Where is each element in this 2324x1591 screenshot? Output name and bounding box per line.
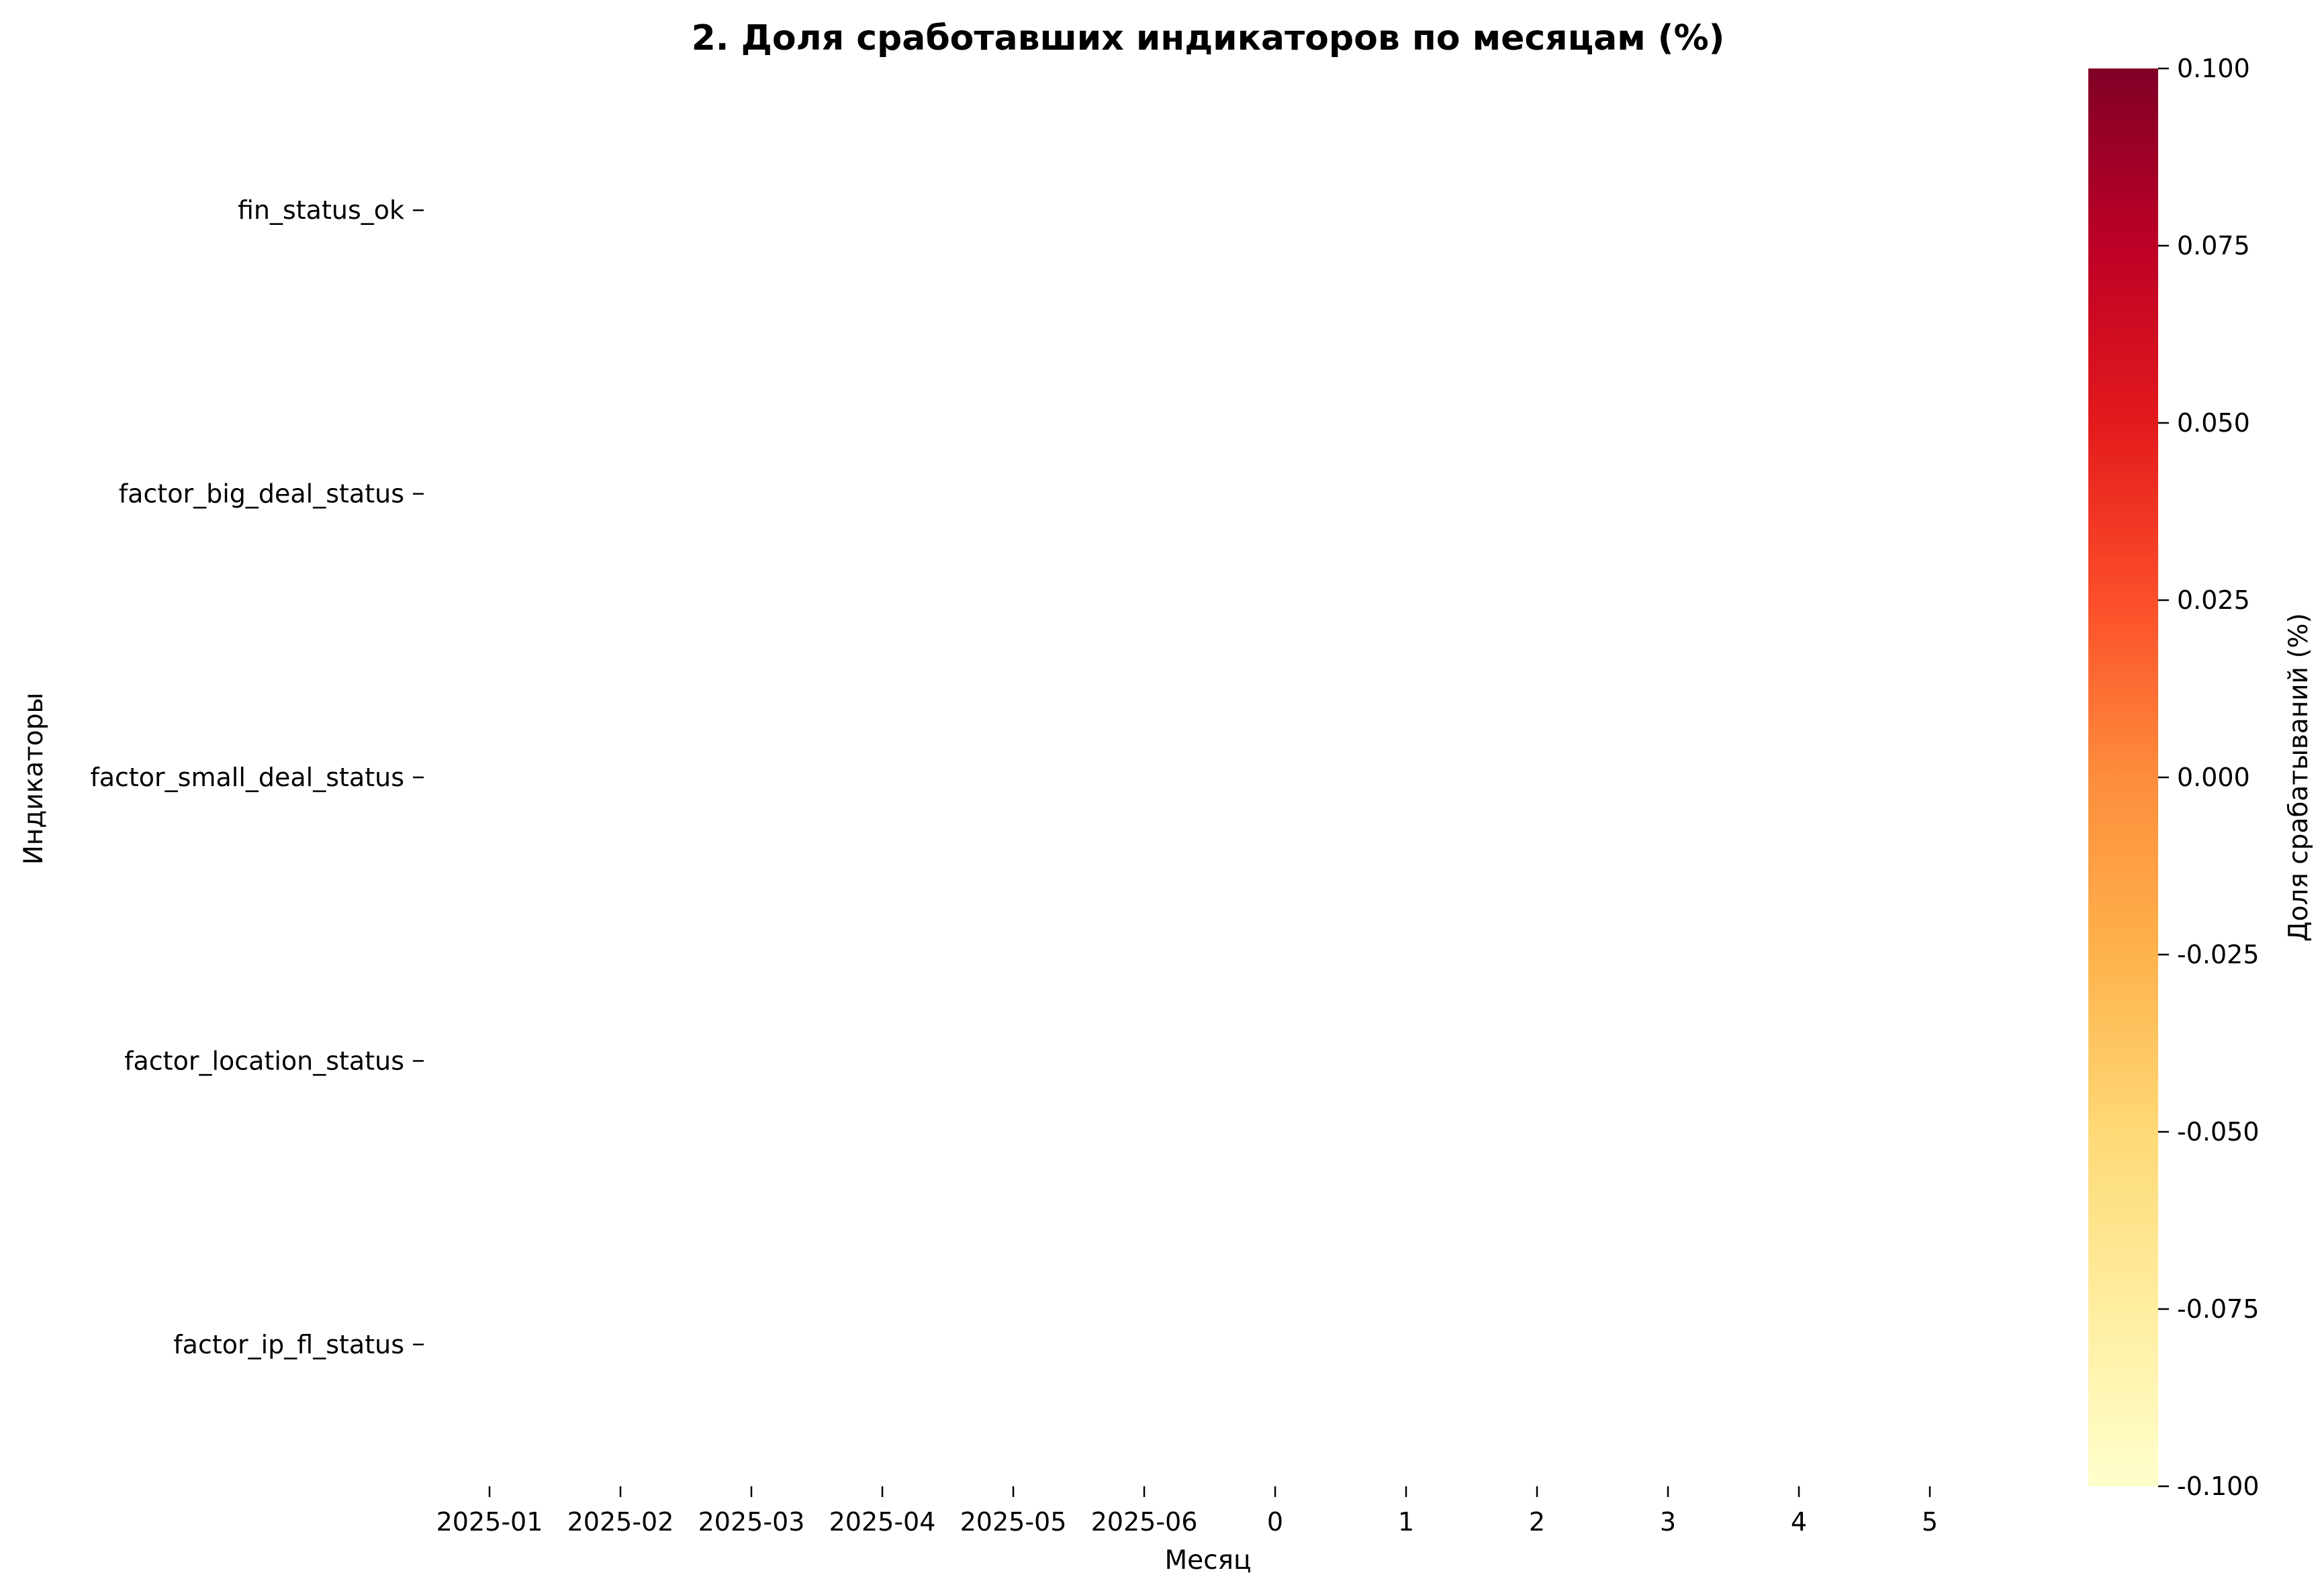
- heatmap-cell: [1079, 636, 1210, 919]
- x-tick-label: 3: [1660, 1507, 1676, 1537]
- heatmap-cell: [686, 1203, 817, 1486]
- heatmap-cell: [686, 636, 817, 919]
- heatmap-cell: [1734, 1203, 1865, 1486]
- y-axis-label: Индикаторы: [19, 693, 49, 865]
- x-tick-label: 0: [1267, 1507, 1283, 1537]
- heatmap-cell: [424, 1203, 555, 1486]
- heatmap-cell: [817, 352, 948, 635]
- heatmap-cell: [1734, 68, 1865, 352]
- heatmap-cell: [555, 352, 686, 635]
- heatmap-cell: [1341, 352, 1472, 635]
- heatmap-cell: [1472, 919, 1603, 1202]
- heatmap-cell: [817, 919, 948, 1202]
- heatmap-cell: [1472, 68, 1603, 352]
- heatmap-cell: [1210, 68, 1341, 352]
- heatmap-cell: [686, 352, 817, 635]
- heatmap-cell: [1472, 636, 1603, 919]
- x-tick-label: 2025-03: [698, 1507, 805, 1537]
- heatmap-cell: [1210, 1203, 1341, 1486]
- y-tick-label: factor_small_deal_status: [90, 763, 404, 792]
- x-tick-label: 2025-01: [436, 1507, 543, 1537]
- heatmap-cell: [1472, 352, 1603, 635]
- heatmap-cell: [555, 919, 686, 1202]
- heatmap-cell: [1210, 636, 1341, 919]
- heatmap-cell: [1865, 352, 1996, 635]
- heatmap-cell: [424, 68, 555, 352]
- heatmap-cell: [1603, 352, 1734, 635]
- colorbar-label: Доля срабатываний (%): [2284, 613, 2314, 942]
- heatmap-cell: [1865, 68, 1996, 352]
- x-tick-label: 2025-04: [829, 1507, 936, 1537]
- heatmap-cell: [1734, 919, 1865, 1202]
- heatmap-cell: [1472, 1203, 1603, 1486]
- y-tick-label: factor_location_status: [124, 1046, 404, 1075]
- heatmap-cell: [948, 636, 1079, 919]
- heatmap-cell: [555, 1203, 686, 1486]
- x-axis-label: Месяц: [1164, 1545, 1251, 1576]
- heatmap-cell: [1341, 636, 1472, 919]
- heatmap-cell: [948, 1203, 1079, 1486]
- heatmap-cell: [1865, 636, 1996, 919]
- colorbar-tick-label: -0.050: [2177, 1117, 2260, 1147]
- heatmap-cell: [1603, 919, 1734, 1202]
- heatmap-cell: [1734, 636, 1865, 919]
- heatmap-cells: [424, 68, 1996, 1486]
- heatmap-cell: [686, 919, 817, 1202]
- heatmap-cell: [1079, 68, 1210, 352]
- heatmap-cell: [817, 636, 948, 919]
- colorbar-tick-label: -0.100: [2177, 1472, 2260, 1501]
- y-tick-label: factor_big_deal_status: [119, 479, 404, 509]
- y-axis-ticks: fin_status_ok factor_big_deal_statusfacto…: [90, 195, 424, 1359]
- x-tick-label: 1: [1398, 1507, 1414, 1537]
- chart-title: 2. Доля сработавших индикаторов по месяц…: [692, 18, 1725, 58]
- colorbar-tick-label: -0.025: [2177, 940, 2260, 969]
- heatmap-cell: [948, 68, 1079, 352]
- heatmap-cell: [1865, 1203, 1996, 1486]
- heatmap-cell: [555, 636, 686, 919]
- heatmap-cell: [686, 68, 817, 352]
- y-tick-label: factor_ip_fl_status: [173, 1330, 404, 1359]
- x-tick-label: 5: [1922, 1507, 1938, 1537]
- heatmap-cell: [555, 68, 686, 352]
- heatmap-cell: [1210, 919, 1341, 1202]
- heatmap-cell: [1341, 68, 1472, 352]
- colorbar-tick-label: 0.000: [2177, 763, 2250, 792]
- x-tick-label: 2: [1529, 1507, 1545, 1537]
- heatmap-cell: [948, 352, 1079, 635]
- heatmap-cell: [424, 919, 555, 1202]
- heatmap-cell: [424, 352, 555, 635]
- heatmap-cell: [1341, 919, 1472, 1202]
- x-axis-ticks: 2025-01 2025-02 2025-03 2025-04 2025-05 2025-…: [436, 1486, 1938, 1537]
- heatmap-cell: [1079, 352, 1210, 635]
- x-tick-label: 2025-05: [960, 1507, 1067, 1537]
- colorbar-tick-label: 0.050: [2177, 408, 2250, 438]
- heatmap-cell: [424, 636, 555, 919]
- heatmap-cell: [1603, 1203, 1734, 1486]
- x-tick-label: 2025-06: [1091, 1507, 1198, 1537]
- colorbar-ticks: 0.100 0.075 0.050 0.025 0.000 -0.025 -0.050 -0.…: [2158, 54, 2260, 1501]
- x-tick-label: 4: [1791, 1507, 1807, 1537]
- heatmap-cell: [948, 919, 1079, 1202]
- heatmap-cell: [1079, 919, 1210, 1202]
- heatmap-cell: [1079, 1203, 1210, 1486]
- heatmap-cell: [817, 1203, 948, 1486]
- heatmap-cell: [1865, 919, 1996, 1202]
- colorbar-tick-label: -0.075: [2177, 1294, 2260, 1324]
- colorbar-tick-label: 0.075: [2177, 231, 2250, 260]
- heatmap-cell: [1734, 352, 1865, 635]
- heatmap-cell: [1603, 636, 1734, 919]
- heatmap-cell: [1603, 68, 1734, 352]
- colorbar: [2088, 68, 2158, 1486]
- colorbar-tick-label: 0.025: [2177, 585, 2250, 615]
- heatmap-cell: [1341, 1203, 1472, 1486]
- colorbar-tick-label: 0.100: [2177, 54, 2250, 83]
- y-tick-label: fin_status_ok: [238, 195, 404, 225]
- x-tick-label: 2025-02: [567, 1507, 674, 1537]
- heatmap-cell: [817, 68, 948, 352]
- heatmap-cell: [1210, 352, 1341, 635]
